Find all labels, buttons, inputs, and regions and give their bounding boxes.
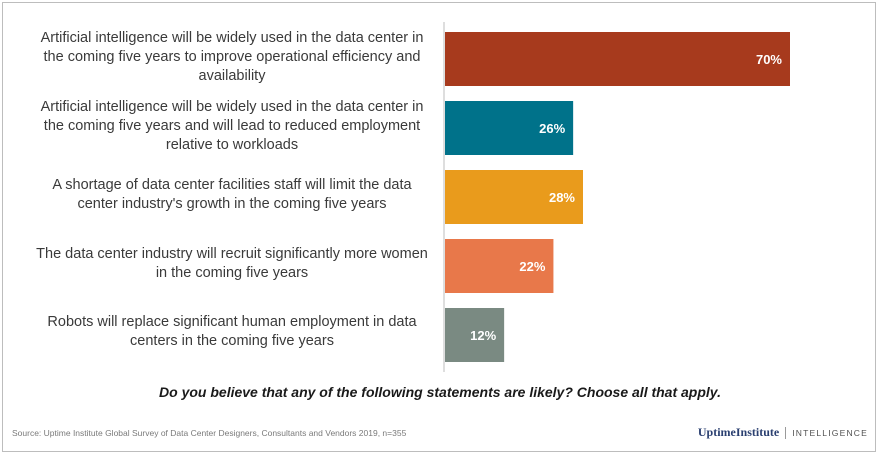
bar-1 bbox=[445, 32, 790, 86]
data-label-3: 28% bbox=[549, 190, 575, 205]
bar-2 bbox=[445, 101, 574, 155]
bar-5 bbox=[445, 308, 505, 362]
data-label-4: 22% bbox=[519, 259, 545, 274]
publisher-logo: UptimeInstitute INTELLIGENCE bbox=[698, 425, 868, 440]
category-label-3: A shortage of data center facilities sta… bbox=[52, 177, 412, 212]
data-label-1: 70% bbox=[756, 52, 782, 67]
category-label-5: Robots will replace significant human em… bbox=[47, 314, 417, 349]
source-note: Source: Uptime Institute Global Survey o… bbox=[12, 428, 407, 438]
logo-subtitle: INTELLIGENCE bbox=[792, 427, 868, 438]
bar-3 bbox=[445, 170, 583, 224]
logo-divider bbox=[785, 426, 787, 439]
category-label-4: The data center industry will recruit si… bbox=[36, 246, 428, 281]
category-label-2: Artificial intelligence will be widely u… bbox=[40, 98, 424, 153]
logo-wordmark: UptimeInstitute bbox=[697, 425, 780, 439]
data-label-5: 12% bbox=[470, 328, 496, 343]
data-label-2: 26% bbox=[539, 121, 565, 136]
survey-question: Do you believe that any of the following… bbox=[159, 384, 721, 400]
bar-4 bbox=[445, 239, 554, 293]
bar-chart: 70% 26% 28% 22% 12% bbox=[443, 22, 790, 372]
category-label-1: Artificial intelligence will be widely u… bbox=[40, 29, 424, 84]
